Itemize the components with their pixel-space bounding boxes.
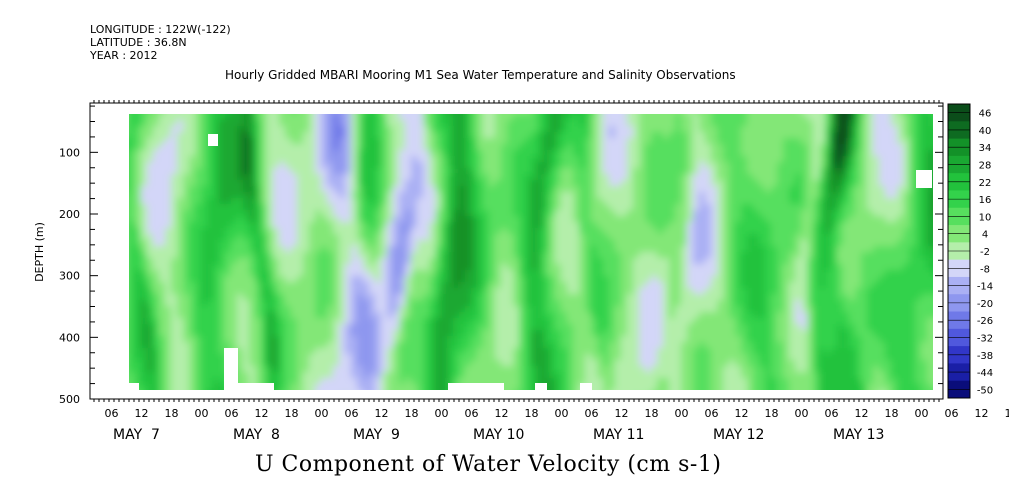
x-hour-tick-label: 06 [465, 407, 479, 420]
x-hour-tick-label: 12 [855, 407, 869, 420]
colorbar-label: 22 [979, 178, 992, 189]
x-hour-tick-label: 00 [435, 407, 449, 420]
colorbar-label: 40 [979, 126, 992, 137]
colorbar-label: -38 [977, 351, 993, 362]
colorbar-label: -2 [980, 247, 990, 258]
colorbar-label: -32 [977, 333, 993, 344]
x-day-label: MAY 12 [713, 427, 764, 443]
x-day-label: MAY 10 [473, 427, 524, 443]
x-hour-tick-label: 12 [375, 407, 389, 420]
y-tick-label: 400 [59, 331, 80, 344]
x-hour-tick-label: 12 [615, 407, 629, 420]
colorbar-label: 4 [982, 230, 988, 241]
x-hour-tick-label: 12 [735, 407, 749, 420]
missing-data-patch [580, 383, 592, 390]
x-hour-tick-label: 00 [795, 407, 809, 420]
colorbar-label: -26 [977, 316, 993, 327]
x-hour-tick-label: 18 [885, 407, 899, 420]
colorbar-label: -8 [980, 264, 990, 275]
year-label: YEAR : 2012 [90, 49, 158, 62]
x-hour-tick-label: 00 [195, 407, 209, 420]
x-hour-tick-label: 06 [585, 407, 599, 420]
colorbar-label: 34 [979, 143, 992, 154]
missing-data-patch [238, 383, 274, 390]
x-hour-tick-label: 06 [945, 407, 959, 420]
x-hour-tick-label: 18 [765, 407, 779, 420]
x-hour-tick-label: 06 [705, 407, 719, 420]
missing-data-patch [208, 134, 218, 146]
missing-data-patch [916, 170, 932, 188]
x-hour-tick-label: 18 [165, 407, 179, 420]
x-day-label: MAY 11 [593, 427, 644, 443]
variable-title: U Component of Water Velocity (cm s-1) [255, 452, 722, 477]
x-hour-tick-label: 06 [225, 407, 239, 420]
velocity-field [129, 114, 933, 390]
y-tick-label: 200 [59, 208, 80, 221]
y-tick-label: 100 [59, 146, 80, 159]
colorbar-label: 28 [979, 161, 992, 172]
colorbar-label: 16 [979, 195, 992, 206]
colorbar-label: -50 [977, 385, 993, 396]
colorbar-label: -20 [977, 299, 993, 310]
colorbar-label: -44 [977, 368, 993, 379]
x-hour-tick-label: 18 [405, 407, 419, 420]
missing-data-areas [129, 134, 932, 390]
y-axis-label: DEPTH (m) [33, 222, 46, 282]
latitude-label: LATITUDE : 36.8N [90, 36, 187, 49]
plot-title: Hourly Gridded MBARI Mooring M1 Sea Wate… [225, 68, 736, 82]
x-hour-tick-label: 00 [555, 407, 569, 420]
y-tick-label: 500 [59, 393, 80, 406]
missing-data-patch [129, 383, 139, 390]
x-hour-tick-label: 00 [675, 407, 689, 420]
x-hour-tick-label: 12 [975, 407, 989, 420]
missing-data-patch [448, 383, 504, 390]
x-hour-tick-label: 18 [525, 407, 539, 420]
y-tick-label: 300 [59, 270, 80, 283]
x-hour-tick-label: 12 [495, 407, 509, 420]
missing-data-patch [224, 348, 238, 390]
x-hour-tick-label: 18 [1005, 407, 1009, 420]
x-hour-tick-label: 00 [315, 407, 329, 420]
x-day-label: MAY 7 [113, 427, 160, 443]
colorbar-label: -14 [977, 282, 993, 293]
x-day-label: MAY 8 [233, 427, 280, 443]
colorbar-label: 46 [979, 109, 992, 120]
x-hour-tick-label: 18 [285, 407, 299, 420]
x-hour-tick-label: 06 [345, 407, 359, 420]
x-hour-tick-label: 12 [255, 407, 269, 420]
x-hour-tick-label: 06 [105, 407, 119, 420]
colorbar-label: 10 [979, 212, 992, 223]
plot-frame [89, 102, 944, 400]
x-day-label: MAY 9 [353, 427, 400, 443]
x-hour-tick-label: 00 [915, 407, 929, 420]
x-hour-tick-label: 18 [645, 407, 659, 420]
x-day-label: MAY 13 [833, 427, 884, 443]
x-hour-tick-label: 06 [825, 407, 839, 420]
missing-data-patch [535, 383, 547, 390]
longitude-label: LONGITUDE : 122W(-122) [90, 23, 231, 36]
x-hour-tick-label: 12 [135, 407, 149, 420]
